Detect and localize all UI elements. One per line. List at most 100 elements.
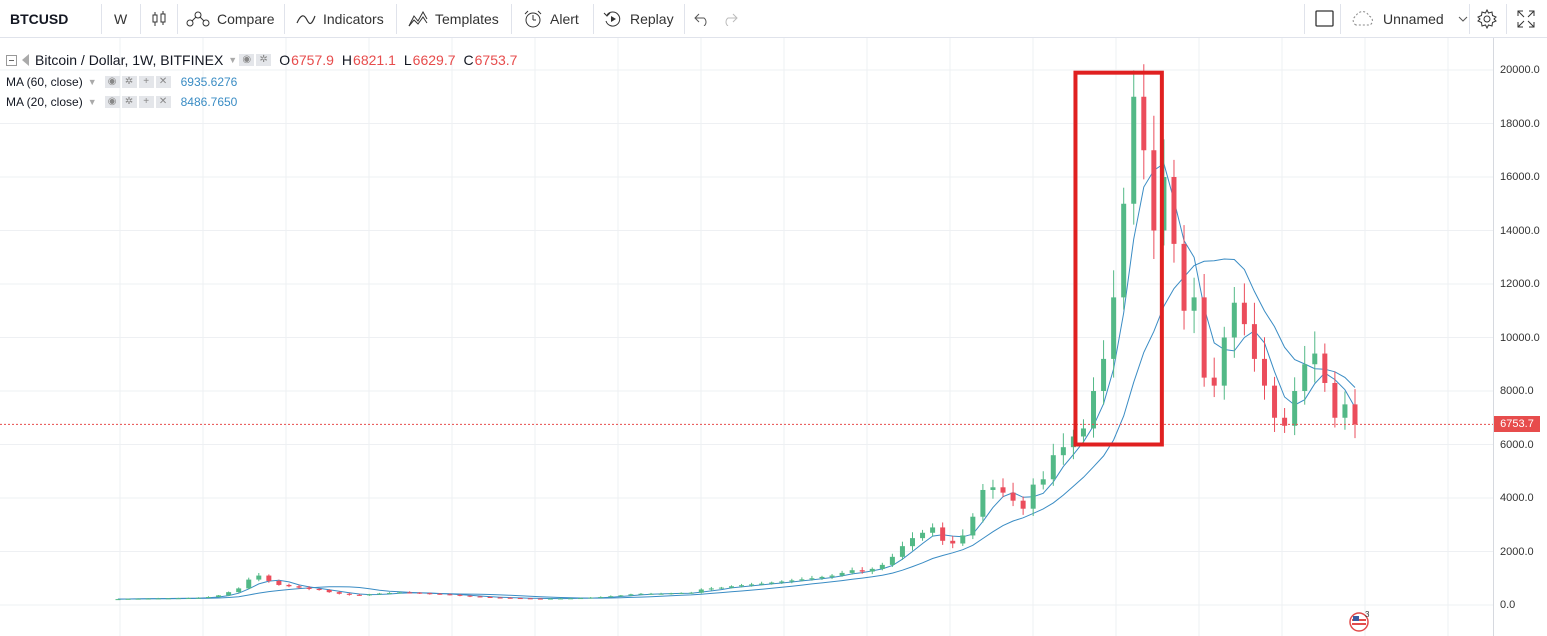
high-label: H [341, 52, 353, 68]
undo-icon [694, 13, 707, 26]
add-icon[interactable]: + [138, 76, 154, 88]
chart-style-button[interactable] [150, 0, 168, 37]
open-value: 6757.9 [291, 52, 334, 68]
legend-title: Bitcoin / Dollar, 1W, BITFINEX [35, 52, 224, 68]
candle-body [316, 588, 322, 591]
candle-body [578, 598, 584, 600]
ma20-legend[interactable]: MA (20, close) ▼ ◉ ✲ + ✕ 8486.7650 [6, 95, 237, 109]
undo-button[interactable] [694, 0, 710, 37]
toolbar-divider [1506, 4, 1507, 34]
candle-body [909, 538, 915, 547]
eye-icon[interactable]: ◉ [104, 76, 120, 88]
candle-body [658, 593, 664, 595]
candle-body [216, 595, 222, 597]
flag-badge-count: 3 [1365, 610, 1370, 619]
candle-body [487, 596, 493, 598]
candle-body [437, 593, 443, 595]
candle-body [1111, 297, 1117, 359]
candle-body [879, 564, 885, 569]
chart-grid [0, 38, 1493, 636]
candle-body [306, 587, 312, 589]
replay-icon [603, 11, 621, 27]
caret-down-icon[interactable]: ▼ [228, 55, 238, 65]
candle-body [588, 597, 594, 599]
eye-icon[interactable]: ◉ [239, 54, 255, 66]
candle-body [296, 586, 302, 588]
close-icon[interactable]: ✕ [155, 76, 171, 88]
toolbar-divider [1469, 4, 1470, 34]
open-label: O [279, 52, 291, 68]
us-flag-icon[interactable]: 3 [1348, 610, 1374, 632]
candle-body [980, 489, 986, 517]
candle-body [1302, 364, 1308, 391]
candle-body [175, 598, 181, 600]
candle-body [1101, 358, 1107, 391]
candle-body [1060, 447, 1066, 456]
save-layout-button[interactable]: Unnamed [1350, 0, 1468, 37]
ma60-legend[interactable]: MA (60, close) ▼ ◉ ✲ + ✕ 6935.6276 [6, 75, 237, 89]
candle-body [1121, 203, 1127, 298]
candle-body [417, 592, 423, 594]
candle-body [145, 598, 151, 600]
price-tick-label: 4000.0 [1500, 492, 1534, 504]
candle-body [688, 592, 694, 594]
candle-body [1030, 484, 1036, 509]
redo-button[interactable] [722, 0, 738, 37]
candle-body [547, 598, 553, 600]
compare-icon [186, 11, 210, 26]
caret-down-icon[interactable]: ▼ [87, 97, 97, 107]
candle-body [819, 576, 825, 579]
chevron-down-icon [1458, 16, 1468, 22]
candle-body [1181, 243, 1187, 311]
candle-body [789, 580, 795, 582]
candle-body [759, 583, 765, 585]
top-toolbar: BTCUSD W Compare Indicators Templates Al… [0, 0, 1547, 38]
interval-button[interactable]: W [114, 0, 127, 37]
templates-label: Templates [435, 10, 499, 27]
caret-down-icon[interactable]: ▼ [87, 77, 97, 87]
candle-body [608, 596, 614, 598]
candle-body [1040, 479, 1046, 485]
candle-body [1211, 377, 1217, 386]
price-tick-label: 6000.0 [1500, 438, 1534, 451]
alert-button[interactable]: Alert [523, 0, 579, 37]
symbol-search[interactable]: BTCUSD [10, 0, 68, 37]
eye-icon[interactable]: ◉ [104, 96, 120, 108]
fullscreen-icon [1517, 10, 1535, 27]
replay-button[interactable]: Replay [603, 0, 674, 37]
indicators-icon [296, 14, 316, 24]
alert-label: Alert [550, 10, 579, 27]
candle-body [527, 598, 533, 600]
toolbar-divider [684, 4, 685, 34]
toolbar-divider [396, 4, 397, 34]
ma60-value: 6935.6276 [180, 75, 238, 89]
indicators-button[interactable]: Indicators [296, 0, 384, 37]
candle-body [407, 592, 413, 594]
collapse-legend-icon[interactable] [6, 54, 17, 66]
templates-button[interactable]: Templates [408, 0, 499, 37]
candle-body [457, 594, 463, 596]
candle-body [1312, 353, 1318, 365]
compare-button[interactable]: Compare [186, 0, 275, 37]
gear-small-icon[interactable]: ✲ [121, 76, 137, 88]
fullscreen-button[interactable] [1517, 0, 1535, 37]
close-icon[interactable]: ✕ [155, 96, 171, 108]
candle-body [839, 572, 845, 576]
candle-body [387, 592, 393, 594]
add-icon[interactable]: + [138, 96, 154, 108]
candle-body [1241, 302, 1247, 325]
layout-select-button[interactable] [1315, 0, 1335, 37]
candle-body [718, 587, 724, 589]
candle-body [728, 586, 734, 588]
price-chart[interactable] [0, 38, 1493, 636]
candles-series [115, 64, 1358, 601]
candle-body [1070, 436, 1076, 448]
gear-small-icon[interactable]: ✲ [256, 54, 272, 66]
symbol-legend[interactable]: Bitcoin / Dollar, 1W, BITFINEX ▼ ◉ ✲ O 675… [6, 52, 517, 68]
candle-body [829, 575, 835, 577]
candle-body [1231, 302, 1237, 338]
candles-icon [152, 10, 166, 26]
gear-small-icon[interactable]: ✲ [121, 96, 137, 108]
settings-button[interactable] [1477, 0, 1497, 37]
alarm-clock-icon [524, 10, 542, 27]
